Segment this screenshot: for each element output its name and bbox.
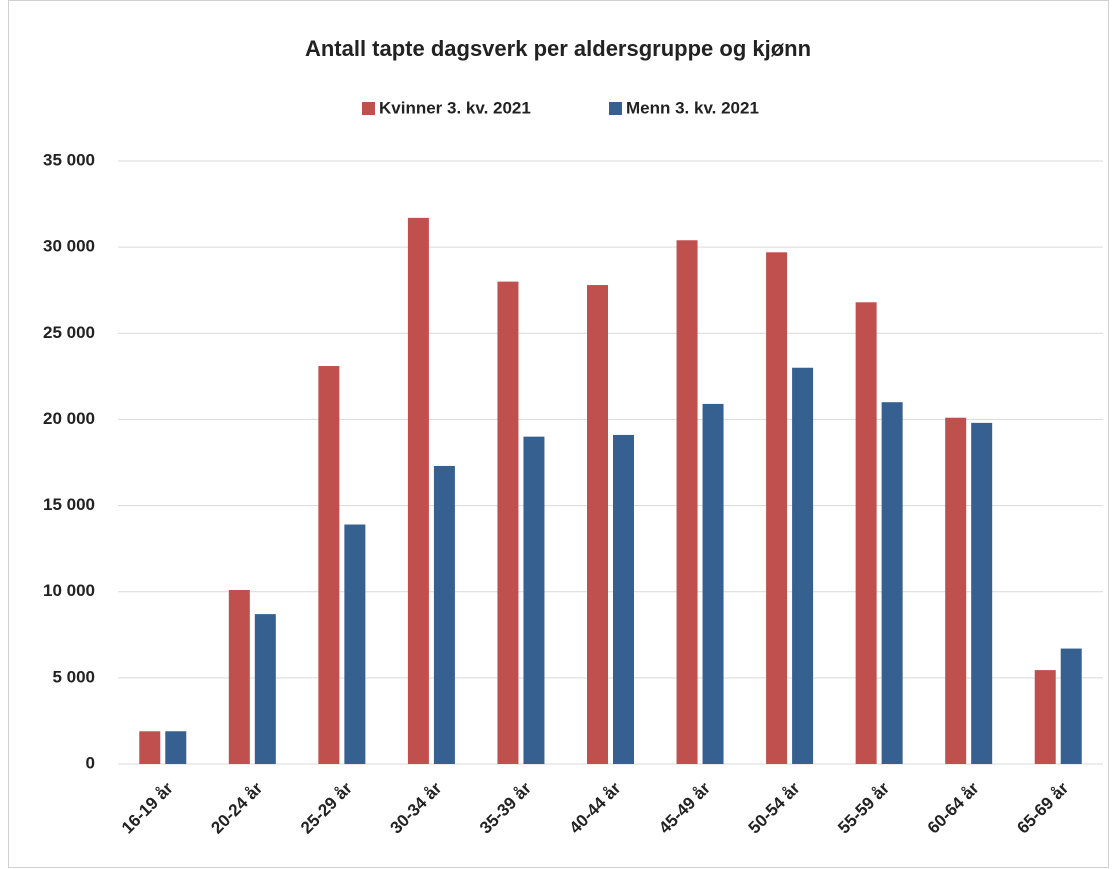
y-tick-label: 20 000 — [43, 409, 95, 428]
bar — [945, 417, 967, 764]
legend-swatch — [609, 102, 622, 115]
bar — [676, 240, 698, 764]
bar — [855, 302, 877, 764]
bar — [792, 367, 814, 764]
bar — [1034, 670, 1056, 764]
y-tick-label: 30 000 — [43, 237, 95, 256]
legend-swatch — [362, 102, 375, 115]
bar — [165, 731, 187, 764]
bar — [344, 524, 366, 764]
chart-border — [8, 0, 1109, 868]
bar — [766, 252, 788, 764]
bar — [139, 731, 161, 764]
bar — [407, 217, 429, 765]
bar — [318, 366, 340, 764]
bar — [702, 403, 724, 764]
y-tick-label: 10 000 — [43, 581, 95, 600]
y-tick-label: 25 000 — [43, 323, 95, 342]
bar — [613, 434, 634, 764]
bar — [971, 422, 993, 764]
bar — [881, 402, 903, 764]
bar — [523, 436, 545, 764]
bar — [1060, 648, 1082, 764]
legend-label: Menn 3. kv. 2021 — [626, 98, 759, 117]
bar — [228, 589, 250, 764]
bar — [497, 281, 519, 764]
bar — [254, 614, 276, 764]
y-tick-label: 5 000 — [52, 667, 95, 686]
bar — [433, 465, 455, 764]
y-tick-label: 35 000 — [43, 150, 95, 169]
y-tick-label: 0 — [86, 753, 95, 772]
chart-title: Antall tapte dagsverk per aldersgruppe o… — [305, 36, 811, 61]
bar — [587, 285, 608, 764]
y-tick-label: 15 000 — [43, 495, 95, 514]
legend-label: Kvinner 3. kv. 2021 — [379, 98, 531, 117]
